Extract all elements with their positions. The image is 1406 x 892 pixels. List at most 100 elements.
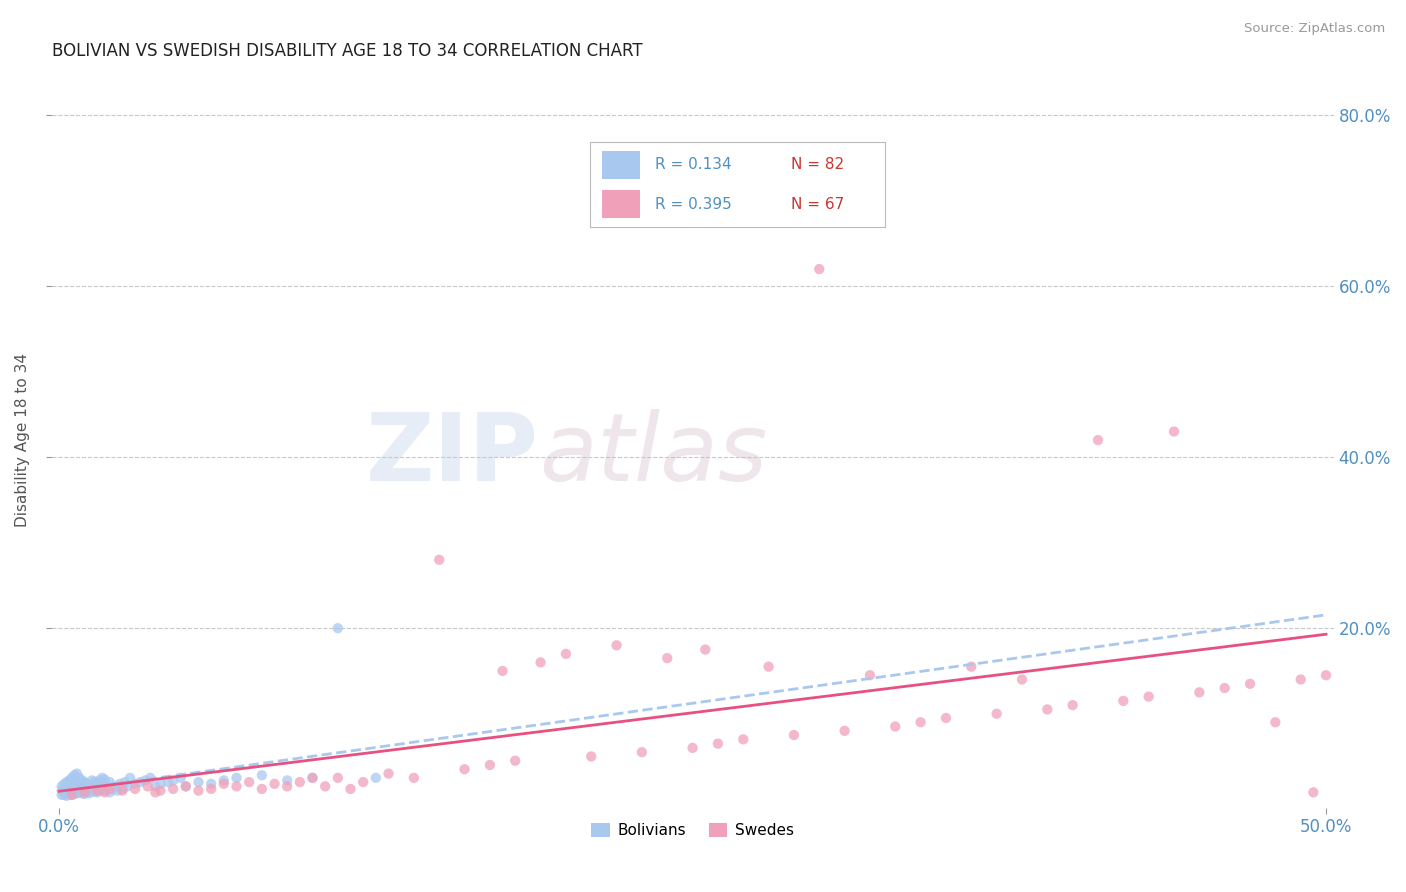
Point (174, 780, 197, 794)
Point (134, 773, 156, 788)
Point (352, 775, 374, 789)
Point (107, 783, 129, 797)
Point (98, 781, 121, 796)
Point (117, 780, 139, 794)
Point (104, 780, 127, 794)
Point (63, 787, 86, 801)
Point (301, 771, 323, 785)
Point (79, 786, 101, 800)
Text: atlas: atlas (538, 409, 768, 500)
Point (60, 788, 83, 802)
Point (76, 777, 98, 791)
Point (145, 780, 167, 794)
Point (86, 785, 108, 799)
Point (91, 771, 114, 785)
Point (1315, 668, 1337, 682)
Point (427, 553, 450, 567)
Point (70, 786, 93, 800)
Point (1289, 673, 1312, 687)
Point (73, 787, 96, 801)
Point (70, 780, 93, 795)
Point (139, 771, 162, 785)
Point (554, 647, 576, 661)
Point (73, 781, 96, 796)
Point (1011, 673, 1033, 687)
Point (162, 781, 184, 796)
Point (51, 783, 73, 797)
Point (53, 788, 76, 802)
Point (301, 771, 323, 785)
Point (136, 780, 159, 794)
Point (212, 773, 235, 788)
Point (63, 777, 86, 791)
Point (212, 777, 235, 791)
Point (63, 781, 86, 796)
Point (174, 780, 197, 794)
Point (53, 781, 76, 796)
Point (162, 773, 184, 788)
Point (200, 781, 222, 796)
Point (1163, 425, 1185, 439)
Point (326, 771, 349, 785)
Point (402, 771, 425, 785)
Legend: Bolivians, Swedes: Bolivians, Swedes (585, 817, 800, 844)
Point (453, 762, 475, 776)
Point (170, 771, 193, 785)
Point (200, 777, 222, 791)
Point (478, 758, 501, 772)
Point (1087, 433, 1109, 447)
Point (98, 785, 121, 799)
Point (67, 771, 90, 785)
Point (89, 773, 111, 788)
Point (225, 780, 247, 794)
Point (960, 659, 983, 673)
Point (66, 775, 89, 789)
Point (83, 775, 105, 789)
Point (149, 777, 172, 791)
Point (314, 780, 336, 794)
Point (1036, 702, 1059, 716)
Point (707, 737, 730, 751)
Point (606, 638, 628, 652)
Point (89, 783, 111, 797)
Point (1213, 681, 1236, 695)
Point (51, 788, 73, 802)
Point (695, 642, 717, 657)
Point (250, 768, 273, 782)
Point (1188, 685, 1211, 699)
Point (124, 781, 146, 796)
Point (111, 781, 134, 796)
Point (66, 786, 89, 800)
Point (129, 775, 152, 789)
Point (276, 780, 298, 794)
Point (157, 775, 180, 789)
Text: Source: ZipAtlas.com: Source: ZipAtlas.com (1244, 22, 1385, 36)
Point (288, 775, 311, 789)
Point (55, 785, 77, 799)
Point (808, 262, 831, 277)
Point (631, 745, 654, 759)
Point (108, 777, 131, 791)
Point (58, 780, 80, 794)
Point (263, 777, 285, 791)
Point (529, 656, 551, 670)
Point (581, 749, 603, 764)
Point (58, 773, 80, 788)
Point (51, 780, 73, 794)
Point (1239, 677, 1261, 691)
Point (1112, 694, 1135, 708)
Point (120, 771, 142, 785)
Point (60, 771, 83, 785)
Point (93, 785, 115, 799)
Point (55, 789, 77, 803)
Point (1062, 698, 1084, 713)
Point (53, 777, 76, 791)
Point (910, 715, 932, 730)
Point (377, 766, 399, 780)
Point (834, 723, 856, 738)
Point (783, 728, 806, 742)
Point (364, 771, 387, 785)
Point (758, 659, 780, 673)
Point (986, 706, 1008, 721)
Point (276, 773, 298, 788)
